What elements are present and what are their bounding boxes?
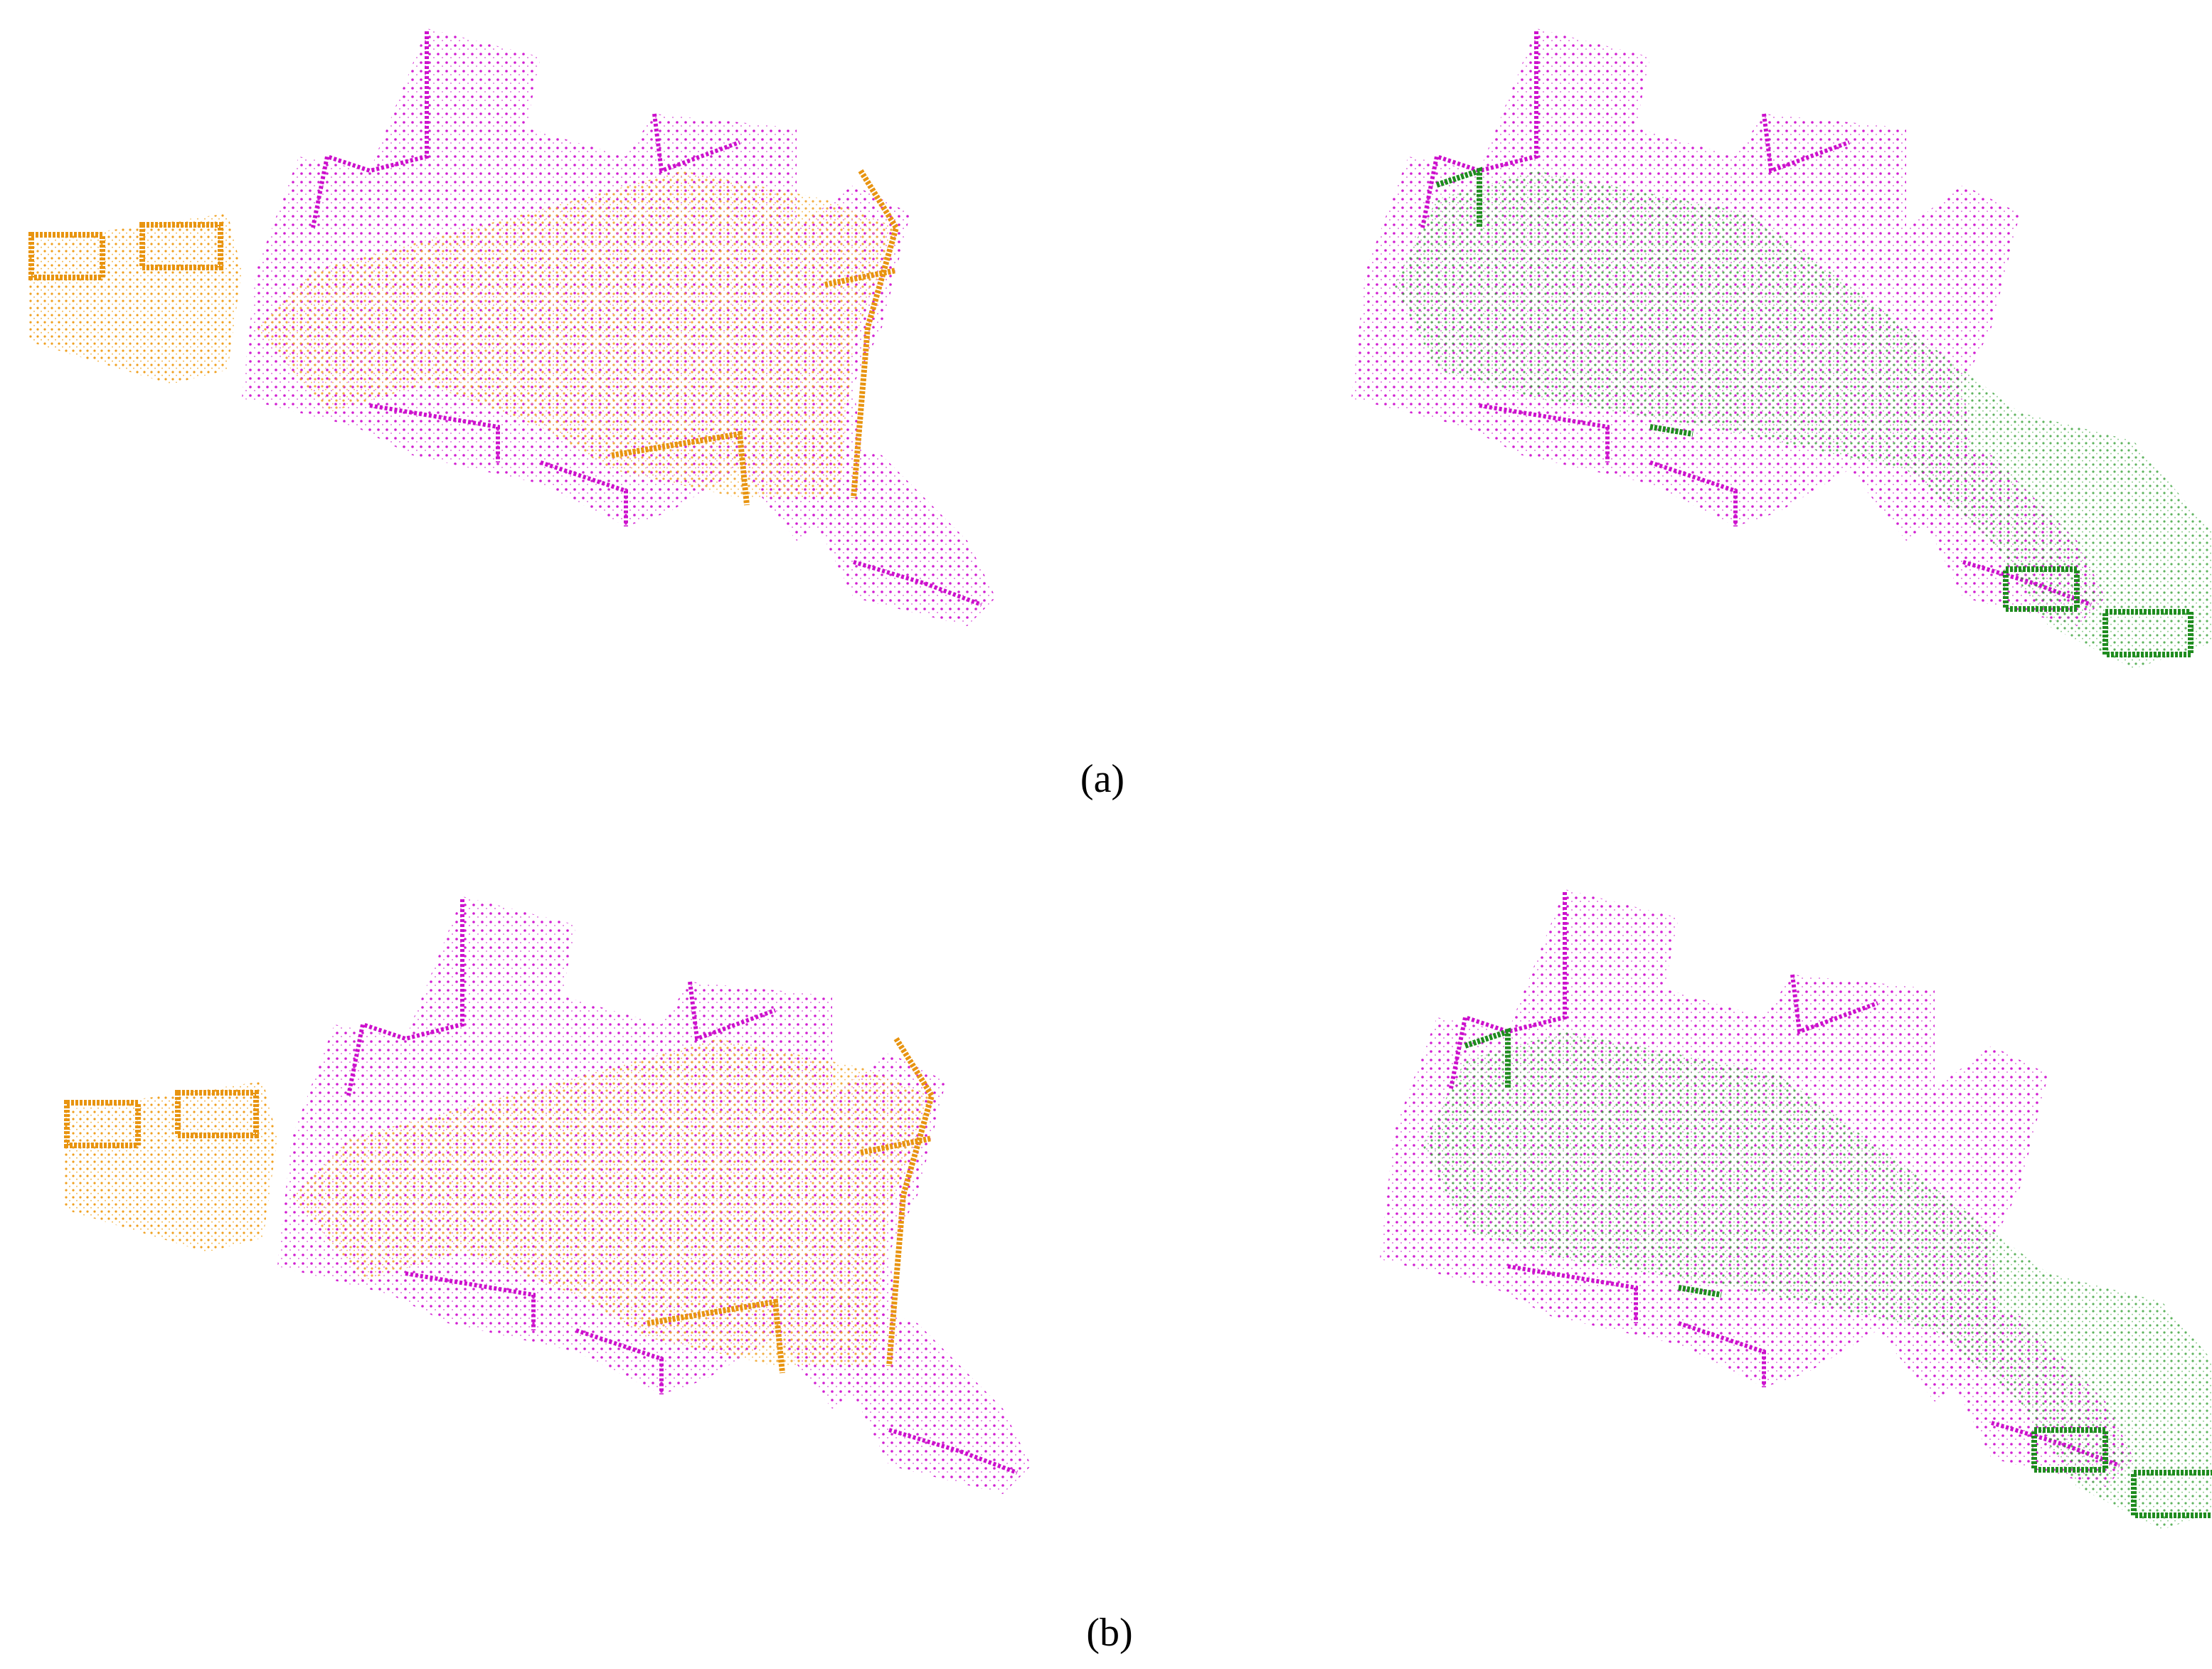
panel-label: (b) xyxy=(1086,1611,1132,1655)
panel-b-right xyxy=(1380,889,2212,1530)
panel-label: (a) xyxy=(1080,757,1124,801)
panel-a-right xyxy=(1351,28,2212,669)
panel-b-left xyxy=(64,896,1031,1494)
panel-a-left xyxy=(28,28,996,626)
